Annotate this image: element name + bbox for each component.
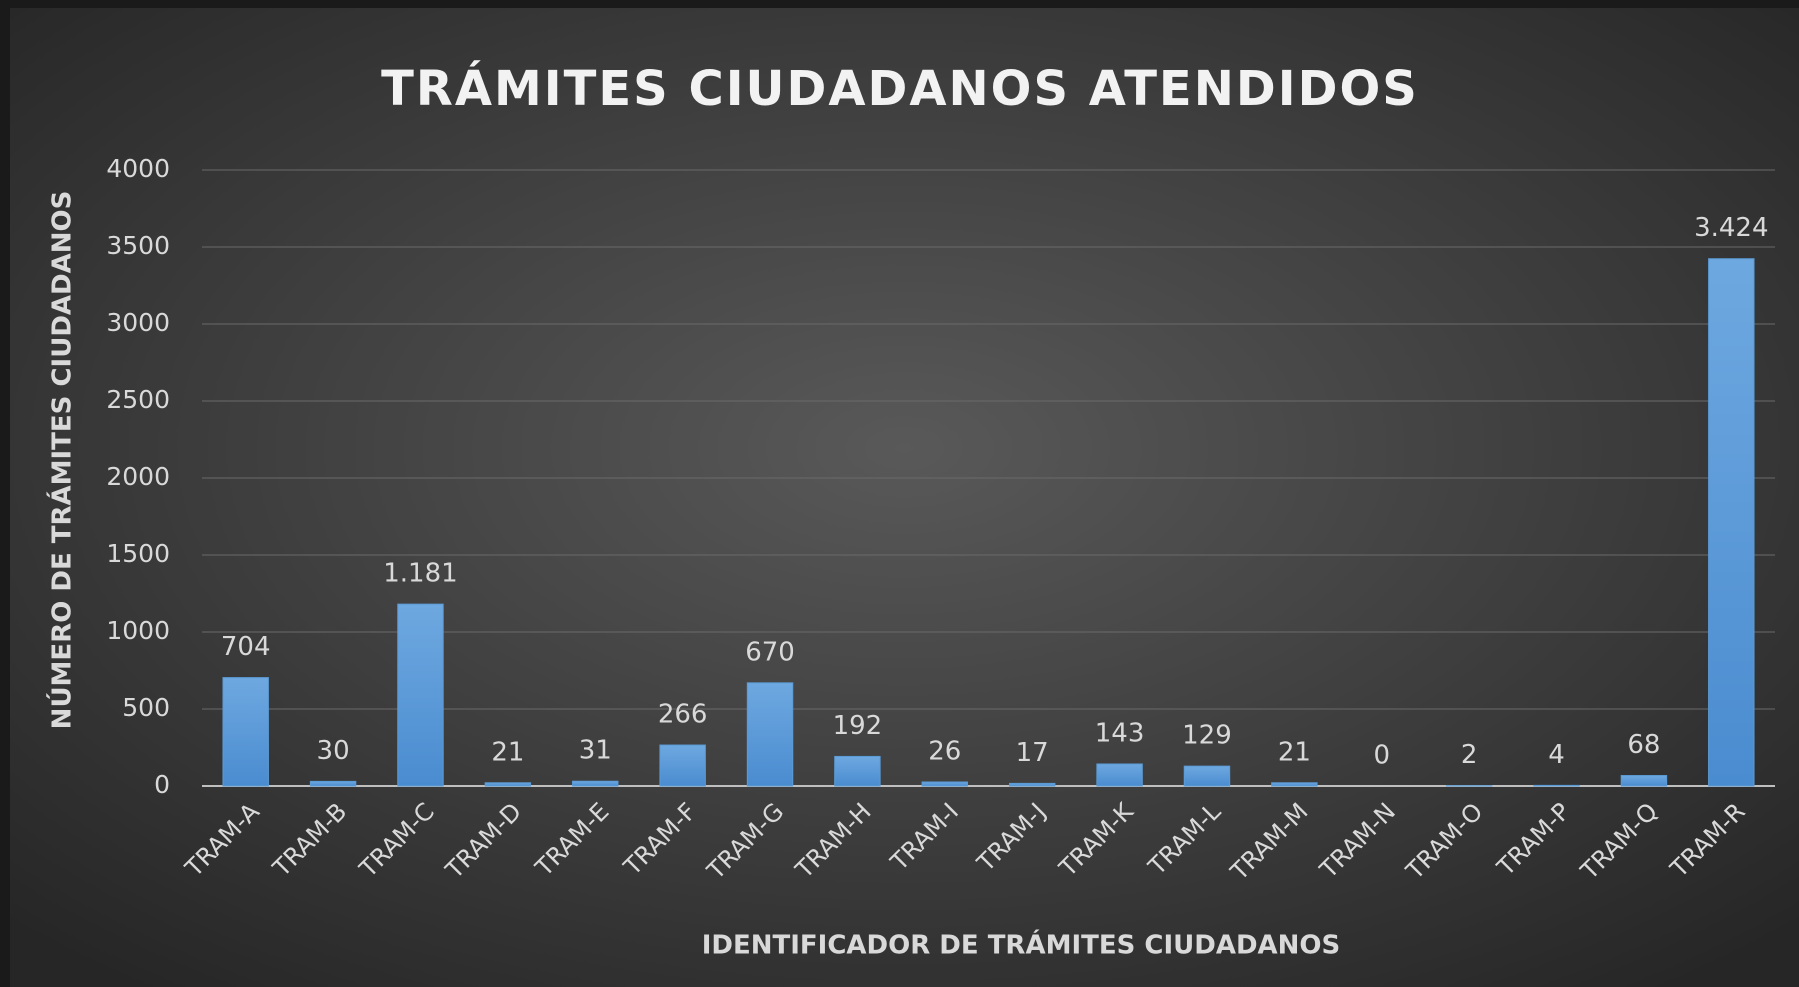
value-label: 68 [1627,730,1660,760]
bar [309,780,357,787]
value-label: 21 [491,737,524,767]
bar [1708,258,1755,787]
bar [222,677,269,787]
y-tick-label: 1000 [106,616,170,645]
value-label: 0 [1373,741,1390,771]
y-tick-label: 4000 [106,154,170,183]
value-label: 30 [317,736,350,766]
value-label: 704 [221,632,271,662]
value-label: 2 [1461,740,1478,770]
bar [921,781,969,787]
value-label: 26 [928,736,961,766]
y-tick-label: 3000 [106,308,170,337]
y-tick-label: 1500 [106,539,170,568]
bar [1620,775,1668,787]
value-label: 129 [1182,721,1232,751]
bar [1008,782,1056,787]
y-axis-title: NÚMERO DE TRÁMITES CIUDADANOS [46,191,78,730]
value-label: 3.424 [1694,213,1768,243]
chart-background [10,8,1799,987]
bar [397,603,444,787]
bar [746,682,794,787]
y-tick-label: 500 [122,693,170,722]
value-label: 31 [579,736,612,766]
value-label: 143 [1095,718,1145,748]
bar [484,782,532,787]
value-label: 670 [745,637,795,667]
value-label: 21 [1278,737,1311,767]
value-label: 4 [1548,740,1565,770]
value-label: 192 [833,711,883,741]
bar [1096,763,1143,787]
value-label: 266 [658,700,708,730]
y-tick-label: 2500 [106,385,170,414]
bar [1533,784,1580,787]
bar [834,755,881,787]
y-tick-label: 0 [154,770,170,799]
value-label: 17 [1016,738,1049,768]
y-tick-label: 2000 [106,462,170,491]
chart-title: TRÁMITES CIUDADANOS ATENDIDOS [381,60,1419,117]
x-axis-title: IDENTIFICADOR DE TRÁMITES CIUDADANOS [702,929,1341,961]
bar [572,780,619,787]
bar [1183,765,1231,787]
y-tick-label: 3500 [106,231,170,260]
bar [659,744,706,787]
bar [1271,782,1318,787]
value-label: 1.181 [383,559,457,589]
